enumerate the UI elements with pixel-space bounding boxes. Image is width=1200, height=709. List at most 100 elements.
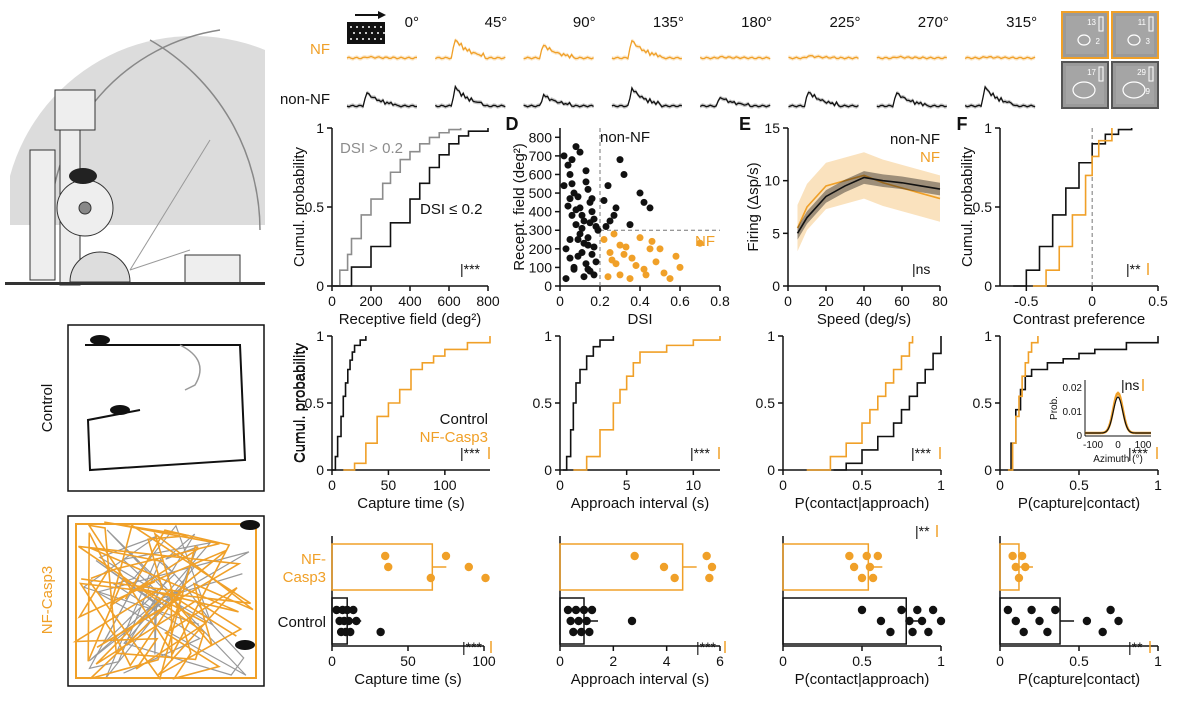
inset-xlabel: Azimuth (°) — [1093, 454, 1143, 465]
contact_approach_bar-x-tick-label: 0.5 — [852, 653, 872, 669]
stimulus-dot — [356, 26, 358, 28]
bar3-significance: |** — [915, 523, 930, 539]
capture_time_bar-data-point — [464, 562, 473, 572]
capture_contact_cdf-xlabel: P(capture|contact) — [1018, 495, 1140, 512]
nf-trace-band — [523, 43, 594, 61]
scatter-point-nf — [620, 250, 628, 258]
rf-scale-bar — [1148, 66, 1154, 82]
control-path — [85, 344, 247, 472]
speed-line-NF — [796, 174, 941, 229]
speed_tuning-y-tick-label: 0 — [772, 278, 780, 294]
contact_approach_cdf-line-NF-Casp3 — [806, 336, 914, 471]
capture_time_bar-data-point — [344, 616, 353, 626]
rf_cdf-y-tick-label: 1 — [316, 120, 324, 136]
capture_time_bar-xlabel: Capture time (s) — [354, 671, 462, 688]
capture_contact_bar-data-point — [1017, 551, 1027, 561]
stimulus-dot — [350, 38, 352, 40]
scatter-point-nonnf — [582, 260, 590, 268]
capture_contact_bar-bar-Control — [999, 597, 1061, 645]
nfcasp3-prey-path — [88, 529, 250, 676]
scatter-point-nf — [646, 245, 654, 253]
rf_cdf-x-tick-label: 200 — [359, 293, 383, 309]
capture_time_bar-x-tick-label: 100 — [472, 653, 496, 669]
rf_dsi_scatter-x-tick-label: 0.4 — [630, 293, 650, 309]
contrast_cdf-axes: -0.5 0 0.5 0 0.5 1 Contrast preference Cumul. p… — [959, 120, 1168, 328]
apparatus-post — [29, 149, 56, 281]
approach_interval_bar-data-point — [585, 627, 594, 637]
rf_dsi_scatter-y-tick-label: 600 — [529, 166, 553, 182]
nf-trace — [699, 55, 771, 60]
approach_cdf-x-tick-label: 0 — [556, 477, 564, 493]
angle-label: 135° — [653, 14, 684, 31]
scatter-point-nf — [636, 234, 644, 242]
nfcasp3-path — [72, 521, 220, 670]
rf-sub-number: 9 — [1146, 87, 1151, 96]
scatter-point-nf — [660, 269, 668, 277]
inset-y-tick-label: 0.01 — [1063, 407, 1083, 418]
middle-row-ylabel: Cumul. probability — [292, 342, 309, 463]
capture_contact_cdf-line-NF-Casp3 — [1007, 336, 1039, 471]
stimulus-dot — [353, 32, 355, 34]
inset-x-tick-label: -100 — [1083, 440, 1103, 451]
mouse-icon — [110, 405, 130, 415]
base-line — [5, 282, 265, 285]
capture_contact_cdf-y-tick-label: 1 — [984, 328, 992, 344]
scatter-point-nonnf — [576, 148, 584, 156]
approach_interval_bar-xlabel: Approach interval (s) — [571, 671, 709, 688]
nonnf-trace — [699, 96, 771, 108]
scatter-point-nonnf — [570, 265, 578, 273]
contact_approach_cdf-x-tick-label: 0.5 — [852, 477, 872, 493]
rf_cdf-x-tick-label: 600 — [437, 293, 461, 309]
legend-nonnf: non-NF — [890, 131, 940, 148]
capture_time_cdf-x-tick-label: 0 — [328, 477, 336, 493]
approach_cdf-y-tick-label: 0.5 — [533, 395, 553, 411]
scatter-point-nonnf — [574, 252, 582, 260]
nf-trace — [788, 54, 859, 60]
speed_tuning-y-tick-label: 5 — [772, 225, 780, 241]
capture_time_cdf-y-tick-label: 1 — [316, 328, 324, 344]
capture_contact_bar-x-tick-label: 1 — [1154, 653, 1162, 669]
scatter-point-nf — [604, 273, 612, 281]
scatter-point-nonnf — [580, 273, 588, 281]
contrast-significance: |** — [1126, 261, 1141, 277]
scatter-label-nf: NF — [695, 233, 715, 250]
angle-label: 0° — [405, 14, 419, 31]
nf-row-label: NF — [310, 41, 330, 58]
speed_tuning-x-tick-label: 0 — [784, 293, 792, 309]
stimulus-dot — [368, 26, 370, 28]
legend-nf: NF — [920, 149, 940, 166]
contact_approach_bar-bar-Control — [782, 597, 907, 645]
nfcasp3-path — [95, 531, 254, 680]
stimulus-dot — [374, 26, 376, 28]
projector-icon — [184, 254, 241, 284]
scatter-point-nonnf — [588, 208, 596, 216]
stimulus-dot — [383, 32, 385, 34]
rf_cdf-x-tick-label: 400 — [398, 293, 422, 309]
capture_time_bar-bar-NF-Casp3 — [331, 543, 434, 591]
capture_contact_bar-data-point — [1043, 627, 1052, 637]
speed_tuning-x-tick-label: 20 — [818, 293, 834, 309]
scatter-point-nonnf — [562, 275, 570, 283]
category-label-control: Control — [278, 614, 326, 631]
rf-sub-number: 2 — [1096, 37, 1101, 46]
category-label-nfcasp3: NF- — [301, 551, 326, 568]
approach_interval_bar-data-point — [659, 562, 669, 572]
scatter-point-nf — [696, 239, 704, 247]
scatter-point-nonnf — [616, 156, 624, 164]
rf_dsi_scatter-x-tick-label: 0.2 — [590, 293, 610, 309]
capture_contact_cdf-significance: |*** — [1128, 445, 1149, 461]
contact_approach_cdf-significance: |*** — [911, 445, 932, 461]
capture_time_cdf-significance: |*** — [460, 445, 481, 461]
bar1-significance: |*** — [462, 639, 483, 655]
scatter-point-nf — [640, 265, 648, 273]
contact_approach_bar-data-point — [917, 616, 927, 626]
approach_interval_bar-data-point — [702, 551, 711, 561]
rf-significance: |*** — [460, 261, 481, 277]
capture_contact_bar-data-point — [1027, 605, 1036, 615]
contact_approach_bar-data-point — [876, 616, 886, 626]
approach_interval_bar-data-point — [582, 616, 591, 626]
nfcasp3-wall-path — [75, 523, 257, 679]
rf-scale-bar — [1148, 16, 1154, 32]
nonnf-trace — [346, 91, 418, 108]
bar4-significance: |** — [1128, 639, 1143, 655]
